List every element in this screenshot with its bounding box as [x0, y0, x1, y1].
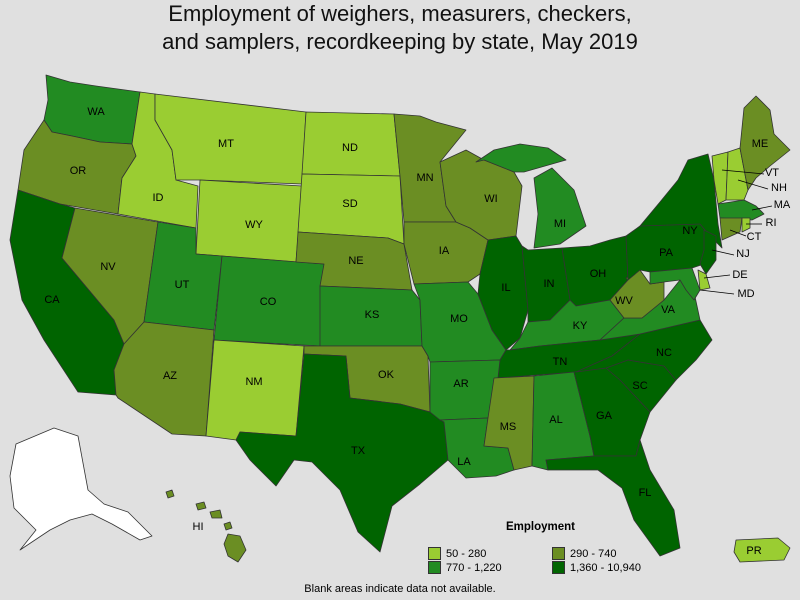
- legend-item-4: 1,360 - 10,940: [552, 561, 641, 574]
- label-wa: WA: [87, 106, 105, 118]
- label-id: ID: [153, 192, 164, 204]
- label-nd: ND: [342, 142, 358, 154]
- label-me: ME: [752, 138, 769, 150]
- label-wi: WI: [484, 193, 497, 205]
- label-wv: WV: [615, 295, 633, 307]
- legend-item-3: 770 - 1,220: [428, 561, 502, 574]
- label-mi: MI: [554, 218, 566, 230]
- label-or: OR: [70, 165, 87, 177]
- label-sd: SD: [342, 198, 357, 210]
- label-ks: KS: [365, 309, 380, 321]
- label-la: LA: [457, 456, 471, 468]
- state-az[interactable]: [113, 321, 215, 437]
- label-pr: PR: [746, 545, 761, 557]
- label-ny: NY: [682, 225, 698, 237]
- label-ga: GA: [596, 410, 613, 422]
- state-ri[interactable]: [741, 217, 751, 233]
- state-hi[interactable]: [165, 489, 247, 563]
- state-ma[interactable]: [717, 199, 765, 221]
- state-vt[interactable]: [711, 151, 729, 205]
- map-title-line-2: and samplers, recordkeeping by state, Ma…: [162, 29, 638, 54]
- label-mn: MN: [416, 172, 433, 184]
- label-ok: OK: [378, 369, 395, 381]
- label-tx: TX: [351, 445, 366, 457]
- legend-label-4: 1,360 - 10,940: [570, 561, 641, 574]
- label-de: DE: [732, 269, 747, 281]
- legend-item-2: 290 - 740: [552, 547, 616, 560]
- leader-lines: [699, 169, 773, 295]
- state-il[interactable]: [477, 235, 529, 351]
- label-ia: IA: [439, 245, 450, 257]
- legend-label-1: 50 - 280: [446, 547, 487, 560]
- label-sc: SC: [632, 380, 647, 392]
- label-tn: TN: [553, 356, 568, 368]
- legend-label-2: 290 - 740: [570, 547, 617, 560]
- legend-swatch-2: [552, 547, 565, 560]
- state-fl[interactable]: [545, 439, 681, 557]
- state-tx[interactable]: [235, 353, 449, 553]
- label-mt: MT: [218, 138, 234, 150]
- state-de[interactable]: [697, 269, 711, 291]
- state-nm[interactable]: [205, 339, 305, 441]
- label-ut: UT: [175, 279, 190, 291]
- legend-label-3: 770 - 1,220: [446, 561, 502, 574]
- label-il: IL: [501, 282, 510, 294]
- label-md: MD: [737, 288, 754, 300]
- state-pr[interactable]: [733, 537, 791, 563]
- label-vt: VT: [765, 167, 779, 179]
- label-ca: CA: [44, 294, 60, 306]
- label-ar: AR: [453, 378, 468, 390]
- label-nh: NH: [771, 182, 787, 194]
- legend-swatch-3: [428, 561, 441, 574]
- state-nh[interactable]: [725, 147, 749, 201]
- legend: Employment 50 - 280 290 - 740 770 - 1,22…: [428, 520, 668, 576]
- label-ct: CT: [747, 231, 762, 243]
- label-ma: MA: [774, 199, 791, 211]
- label-fl: FL: [639, 487, 652, 499]
- label-az: AZ: [163, 370, 177, 382]
- label-hi: HI: [193, 521, 204, 533]
- legend-item-1: 50 - 280: [428, 547, 486, 560]
- map-title-line-1: Employment of weighers, measurers, check…: [168, 1, 632, 26]
- label-nm: NM: [245, 376, 262, 388]
- label-ri: RI: [766, 217, 777, 229]
- label-nc: NC: [656, 347, 672, 359]
- label-al: AL: [549, 414, 562, 426]
- label-ky: KY: [573, 320, 588, 332]
- label-in: IN: [544, 278, 555, 290]
- map-title: Employment of weighers, measurers, check…: [0, 0, 800, 56]
- legend-swatch-4: [552, 561, 565, 574]
- label-wy: WY: [245, 219, 263, 231]
- state-ct[interactable]: [719, 217, 743, 241]
- label-va: VA: [661, 304, 676, 316]
- label-nj: NJ: [736, 248, 749, 260]
- label-nv: NV: [100, 261, 116, 273]
- label-ne: NE: [348, 255, 363, 267]
- footnote: Blank areas indicate data not available.: [304, 583, 496, 595]
- label-pa: PA: [659, 247, 674, 259]
- state-ak[interactable]: [9, 427, 153, 551]
- label-mo: MO: [450, 313, 468, 325]
- state-wv[interactable]: [609, 269, 665, 319]
- legend-swatch-1: [428, 547, 441, 560]
- state-mi[interactable]: [475, 143, 587, 249]
- label-oh: OH: [590, 268, 607, 280]
- label-co: CO: [260, 296, 277, 308]
- label-ms: MS: [500, 421, 517, 433]
- legend-title: Employment: [506, 521, 576, 533]
